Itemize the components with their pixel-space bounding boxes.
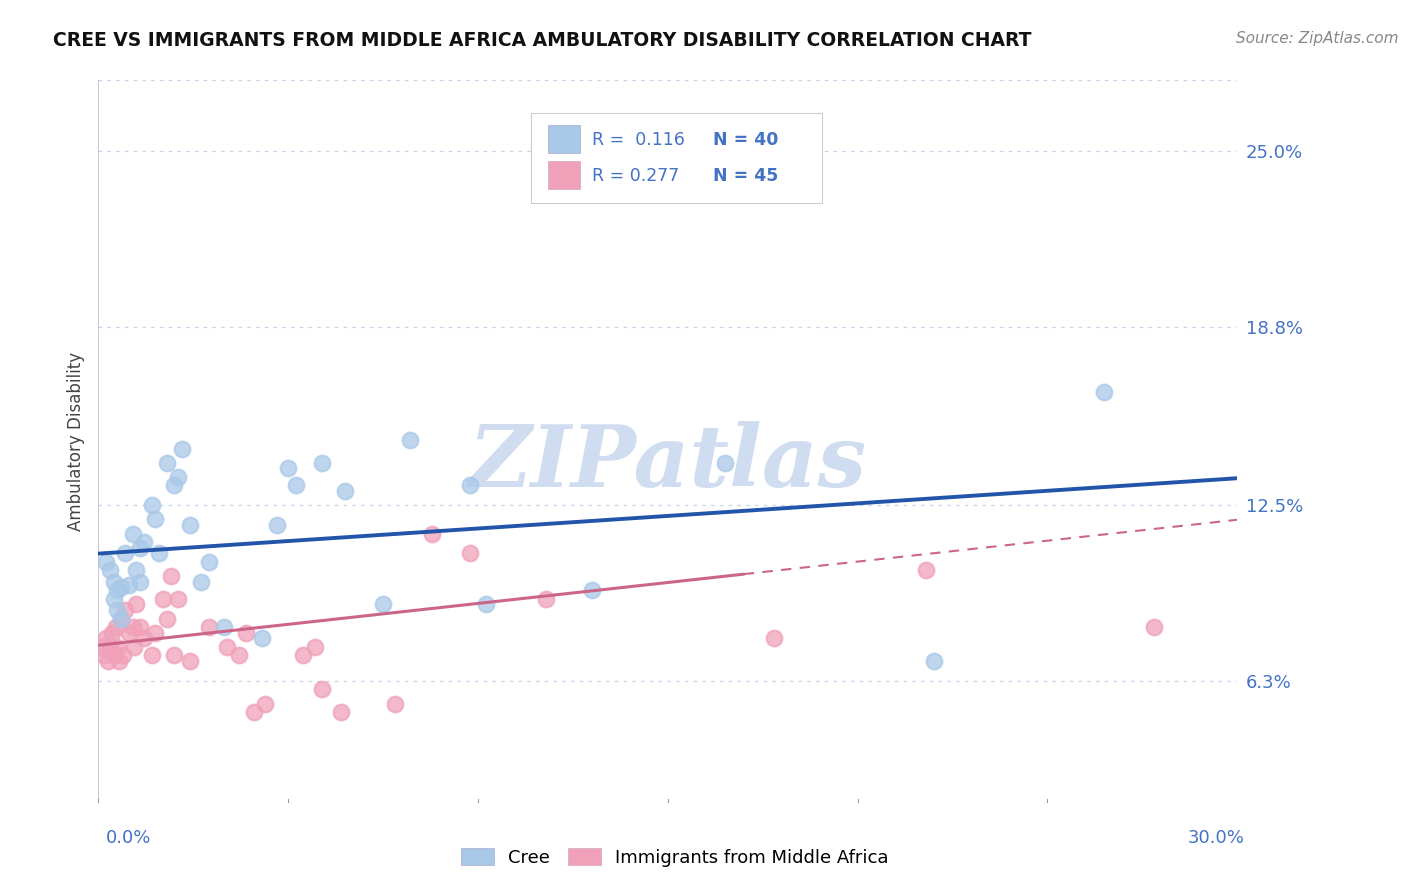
Point [384, 697, 406, 711]
Point [129, 541, 152, 555]
Point [132, 535, 155, 549]
Point [197, 620, 219, 634]
Point [118, 577, 141, 591]
Text: N = 45: N = 45 [713, 167, 779, 185]
Point [103, 648, 125, 663]
Point [167, 470, 190, 484]
Text: 30.0%: 30.0% [1188, 829, 1244, 847]
Text: R = 0.277: R = 0.277 [592, 167, 679, 185]
FancyBboxPatch shape [548, 125, 581, 153]
Point [581, 583, 603, 598]
Point [536, 591, 558, 606]
Point [235, 625, 257, 640]
Point [141, 648, 163, 663]
Point [460, 478, 482, 492]
Point [114, 546, 136, 560]
Point [371, 598, 394, 612]
Point [763, 632, 786, 646]
Point [212, 620, 235, 634]
Point [98, 640, 121, 654]
Point [129, 620, 152, 634]
Text: CREE VS IMMIGRANTS FROM MIDDLE AFRICA AMBULATORY DISABILITY CORRELATION CHART: CREE VS IMMIGRANTS FROM MIDDLE AFRICA AM… [53, 31, 1032, 50]
Point [97, 654, 120, 668]
Point [335, 484, 357, 499]
FancyBboxPatch shape [548, 161, 581, 189]
Point [915, 564, 938, 578]
Point [292, 648, 315, 663]
Point [167, 591, 190, 606]
Point [159, 569, 181, 583]
Point [114, 603, 136, 617]
Point [650, 186, 672, 201]
Point [103, 591, 125, 606]
Point [197, 555, 219, 569]
Point [922, 654, 945, 668]
Point [330, 705, 353, 719]
Point [398, 433, 420, 447]
Point [141, 498, 163, 512]
Point [156, 612, 179, 626]
Text: R =  0.116: R = 0.116 [592, 130, 685, 149]
Text: Source: ZipAtlas.com: Source: ZipAtlas.com [1236, 31, 1399, 46]
Text: ZIPatlas: ZIPatlas [468, 421, 868, 505]
Point [190, 574, 212, 589]
Point [148, 546, 170, 560]
Point [108, 654, 131, 668]
Point [304, 640, 326, 654]
Point [460, 546, 482, 560]
Point [132, 632, 155, 646]
Point [311, 682, 333, 697]
Point [107, 640, 129, 654]
Point [103, 574, 125, 589]
Point [422, 526, 444, 541]
Text: N = 40: N = 40 [713, 130, 779, 149]
Point [228, 648, 250, 663]
Point [112, 648, 135, 663]
Point [104, 620, 127, 634]
Point [125, 564, 148, 578]
Point [98, 564, 121, 578]
Point [110, 581, 132, 595]
Point [94, 632, 117, 646]
Text: 0.0%: 0.0% [105, 829, 150, 847]
Point [91, 640, 114, 654]
Point [100, 625, 122, 640]
FancyBboxPatch shape [531, 112, 821, 203]
Point [714, 456, 737, 470]
Point [179, 518, 201, 533]
Point [311, 456, 333, 470]
Point [179, 654, 201, 668]
Point [266, 518, 288, 533]
Point [474, 598, 496, 612]
Point [217, 640, 239, 654]
Point [125, 598, 148, 612]
Point [170, 442, 193, 456]
Point [163, 478, 186, 492]
Point [110, 612, 132, 626]
Point [284, 478, 307, 492]
Point [243, 705, 266, 719]
Point [110, 612, 132, 626]
Y-axis label: Ambulatory Disability: Ambulatory Disability [66, 352, 84, 531]
Point [94, 555, 117, 569]
Point [250, 632, 273, 646]
Point [156, 456, 179, 470]
Point [129, 574, 152, 589]
Point [1143, 620, 1166, 634]
Point [93, 648, 115, 663]
Legend: Cree, Immigrants from Middle Africa: Cree, Immigrants from Middle Africa [454, 841, 896, 874]
Point [163, 648, 186, 663]
Point [107, 583, 129, 598]
Point [145, 512, 167, 526]
Point [118, 625, 141, 640]
Point [124, 640, 146, 654]
Point [145, 625, 167, 640]
Point [152, 591, 174, 606]
Point [254, 697, 277, 711]
Point [277, 461, 299, 475]
Point [107, 603, 129, 617]
Point [1094, 384, 1116, 399]
Point [121, 620, 143, 634]
Point [121, 526, 143, 541]
